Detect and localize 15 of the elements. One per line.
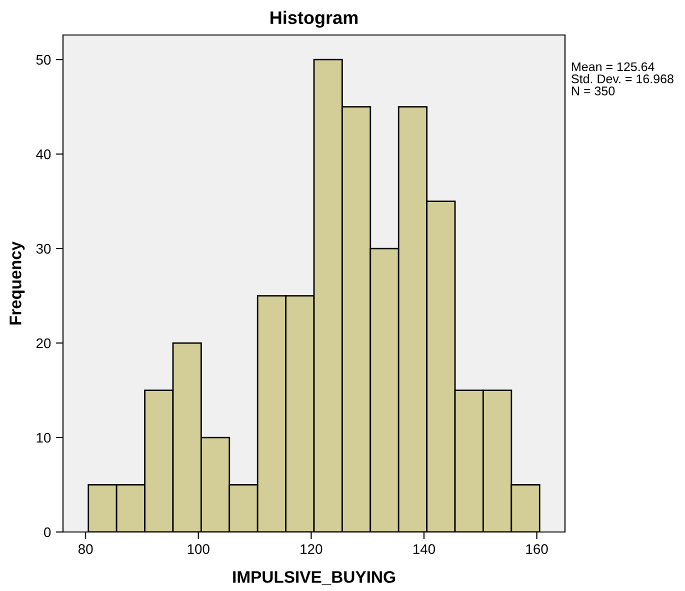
x-tick-label: 100	[188, 544, 210, 554]
y-tick-label: 50	[36, 54, 51, 65]
y-tick-label: 40	[36, 149, 51, 160]
x-tick-label: 120	[300, 544, 322, 554]
y-tick-label: 30	[36, 244, 51, 254]
y-tick-label: 0	[44, 527, 51, 538]
y-axis-title: Frequency	[10, 241, 25, 325]
x-tick-label: 80	[78, 544, 93, 554]
y-tick-label: 10	[36, 432, 51, 443]
x-axis-title: IMPULSIVE_BUYING	[233, 571, 395, 585]
y-tick-label: 20	[36, 338, 51, 348]
x-tick-label: 160	[526, 544, 548, 554]
text: Mean = 125.64 Std. Dev. = 16.968 N = 350	[572, 62, 674, 96]
x-tick-label: 140	[413, 544, 436, 554]
chart-title: Histogram	[270, 10, 358, 28]
